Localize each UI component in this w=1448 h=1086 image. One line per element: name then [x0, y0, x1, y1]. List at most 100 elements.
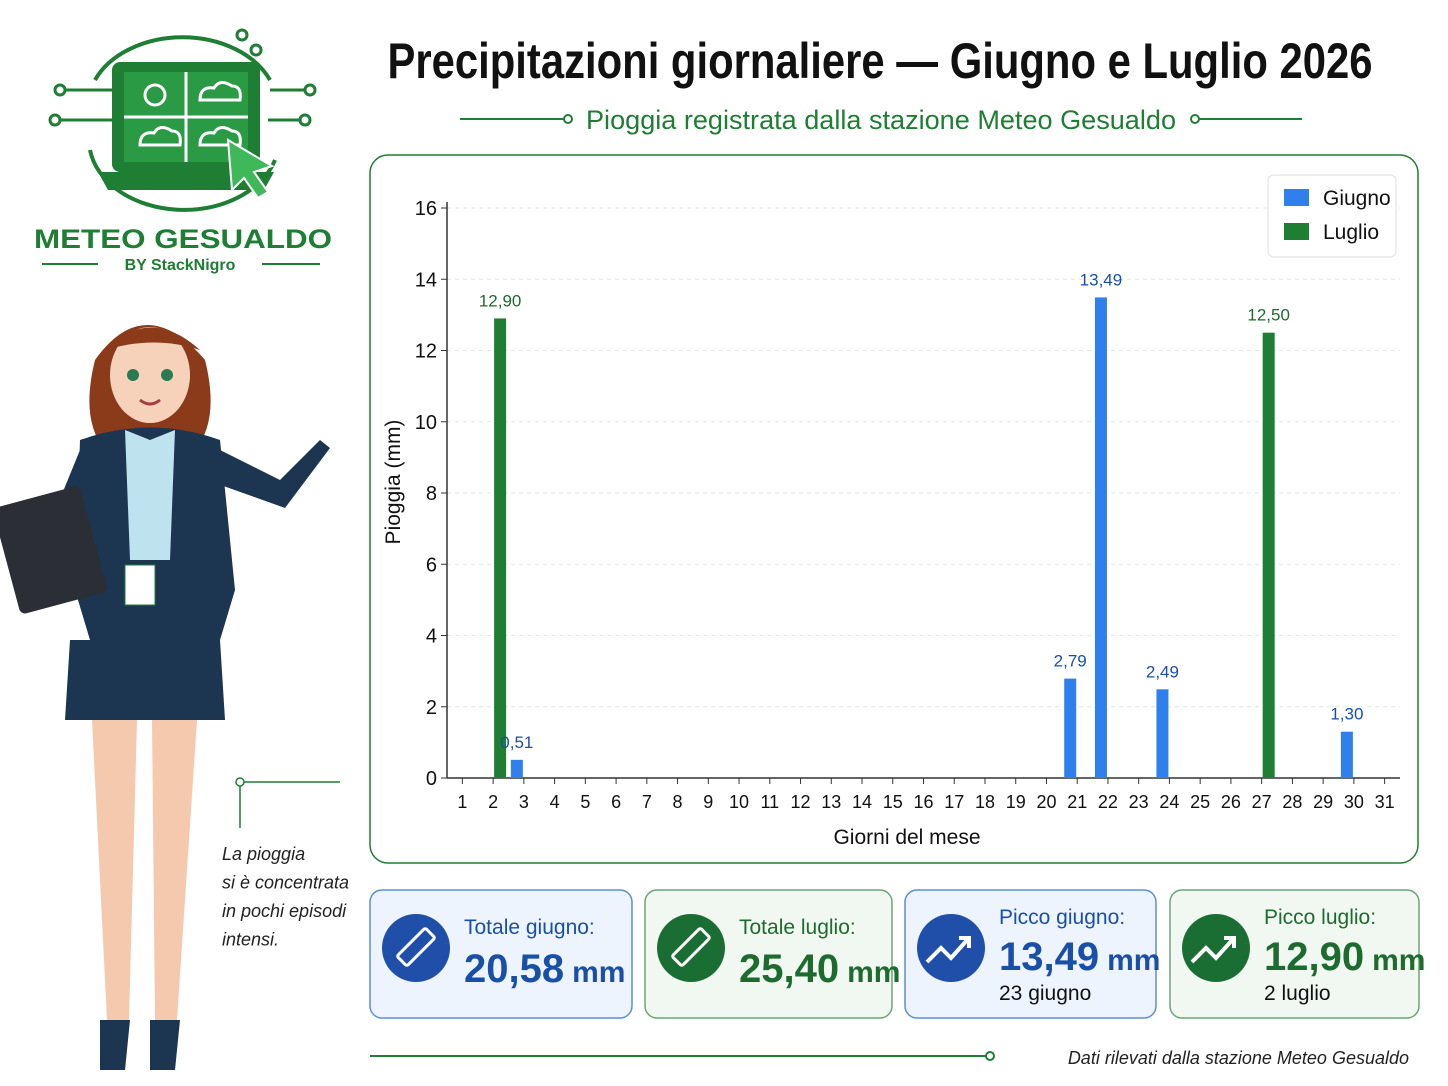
bar — [510, 759, 523, 778]
x-tick-label: 28 — [1282, 792, 1302, 812]
character — [0, 325, 330, 1070]
value-label: 1,30 — [1330, 705, 1363, 724]
card-value-unit: mm — [572, 956, 625, 989]
y-tick-label: 12 — [415, 341, 437, 363]
x-tick-label: 31 — [1375, 792, 1395, 812]
x-tick-label: 30 — [1344, 792, 1364, 812]
card-value: 25,40 mm — [739, 947, 900, 991]
x-tick-label: 20 — [1036, 792, 1056, 812]
x-tick-label: 22 — [1098, 792, 1118, 812]
x-axis-label: Giorni del mese — [833, 826, 980, 849]
brand-name: METEO GESUALDO — [34, 224, 332, 254]
card-sub: 23 giugno — [999, 982, 1091, 1005]
x-tick-label: 21 — [1067, 792, 1087, 812]
card-value: 12,90 mm — [1264, 935, 1425, 979]
y-tick-label: 6 — [426, 554, 437, 576]
bar — [494, 318, 507, 778]
y-tick-label: 0 — [426, 768, 437, 790]
chart-title: Precipitazioni giornaliere — Giugno e Lu… — [388, 33, 1373, 89]
value-label: 2,49 — [1146, 662, 1179, 681]
card-value-number: 20,58 — [464, 947, 564, 991]
bar — [1156, 689, 1169, 778]
note: La pioggia si è concentrata in pochi episo… — [222, 844, 349, 950]
value-label: 12,90 — [479, 291, 522, 310]
card-sub: 2 luglio — [1264, 982, 1331, 1005]
note-line: in pochi episodi — [222, 901, 347, 921]
card-icon — [382, 914, 450, 982]
bar — [1094, 297, 1107, 778]
card-value-number: 13,49 — [999, 935, 1099, 979]
x-tick-label: 11 — [760, 792, 779, 812]
footer: Dati rilevati dalla stazione Meteo Gesua… — [1068, 1048, 1409, 1068]
x-tick-label: 16 — [913, 792, 933, 812]
x-tick-label: 18 — [975, 792, 995, 812]
card-value-unit: mm — [1107, 944, 1160, 977]
y-tick-label: 14 — [415, 269, 437, 291]
card-icon — [917, 914, 985, 982]
note-line: si è concentrata — [222, 873, 349, 893]
bar — [1262, 332, 1275, 778]
x-tick-label: 15 — [883, 792, 903, 812]
x-tick-label: 1 — [457, 792, 467, 812]
x-tick-label: 2 — [488, 792, 498, 812]
x-tick-label: 25 — [1190, 792, 1210, 812]
x-tick-label: 12 — [791, 792, 811, 812]
y-tick-label: 2 — [426, 697, 437, 719]
chart-panel — [369, 154, 1419, 864]
y-axis-label: Pioggia (mm) — [382, 420, 405, 545]
x-tick-label: 17 — [944, 792, 964, 812]
card-value-unit: mm — [847, 956, 900, 989]
card-title: Picco giugno: — [999, 906, 1125, 929]
x-tick-label: 13 — [821, 792, 841, 812]
x-tick-label: 27 — [1252, 792, 1272, 812]
bar — [1340, 731, 1353, 778]
card-value-unit: mm — [1372, 944, 1425, 977]
card-icon-ruler — [671, 927, 711, 967]
value-label: 13,49 — [1080, 270, 1123, 289]
x-tick-label: 19 — [1006, 792, 1026, 812]
card-title: Totale luglio: — [739, 916, 856, 939]
logo: METEO GESUALDO BY StackNigro — [34, 28, 332, 274]
note-line: La pioggia — [222, 844, 305, 864]
x-tick-label: 29 — [1313, 792, 1333, 812]
bar — [1064, 678, 1077, 778]
legend-swatch — [1284, 189, 1309, 206]
note-line: intensi. — [222, 930, 279, 950]
value-label: 0,51 — [500, 733, 533, 752]
card-value-number: 12,90 — [1264, 935, 1364, 979]
card-value: 20,58 mm — [464, 947, 625, 991]
x-tick-label: 24 — [1159, 792, 1179, 812]
x-tick-label: 26 — [1221, 792, 1241, 812]
y-tick-label: 16 — [415, 198, 437, 220]
x-tick-label: 10 — [729, 792, 749, 812]
chart-subtitle: Pioggia registrata dalla stazione Meteo … — [586, 105, 1176, 135]
x-tick-label: 9 — [703, 792, 713, 812]
x-tick-label: 8 — [673, 792, 683, 812]
card-icon-arrow — [925, 936, 971, 964]
card-value: 13,49 mm — [999, 935, 1160, 979]
x-tick-label: 7 — [642, 792, 652, 812]
legend-label: Giugno — [1323, 187, 1391, 210]
value-label: 2,79 — [1054, 652, 1087, 671]
x-tick-label: 14 — [852, 792, 872, 812]
legend-label: Luglio — [1323, 221, 1379, 244]
x-tick-label: 23 — [1129, 792, 1149, 812]
card-title: Picco luglio: — [1264, 906, 1376, 929]
legend-swatch — [1284, 223, 1309, 240]
card-icon-arrow — [1190, 936, 1236, 964]
card-title: Totale giugno: — [464, 916, 595, 939]
card-icon — [1182, 914, 1250, 982]
value-label: 12,50 — [1247, 306, 1290, 325]
x-tick-label: 6 — [611, 792, 621, 812]
card-icon — [657, 914, 725, 982]
card-icon-ruler — [396, 927, 436, 967]
y-tick-label: 8 — [426, 483, 437, 505]
x-tick-label: 3 — [519, 792, 529, 812]
x-tick-label: 5 — [580, 792, 590, 812]
y-tick-label: 10 — [415, 412, 437, 434]
brand-byline: BY StackNigro — [125, 257, 236, 274]
card-value-number: 25,40 — [739, 947, 839, 991]
x-tick-label: 4 — [550, 792, 560, 812]
